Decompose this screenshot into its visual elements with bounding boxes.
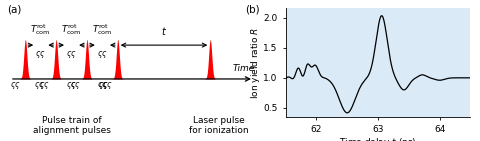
Text: $T_\mathrm{com}^\mathrm{rot}$: $T_\mathrm{com}^\mathrm{rot}$ <box>92 22 113 37</box>
Text: $\varsigma\varsigma$: $\varsigma\varsigma$ <box>10 80 21 91</box>
Text: Laser pulse
for ionization: Laser pulse for ionization <box>190 116 249 135</box>
Text: $T_\mathrm{com}^\mathrm{rot}$: $T_\mathrm{com}^\mathrm{rot}$ <box>30 22 51 37</box>
Text: $\varsigma\varsigma$: $\varsigma\varsigma$ <box>36 49 46 60</box>
Text: $\varsigma\varsigma$: $\varsigma\varsigma$ <box>102 80 113 91</box>
Text: $\varsigma\varsigma$: $\varsigma\varsigma$ <box>66 49 77 60</box>
Text: $\varsigma\varsigma$: $\varsigma\varsigma$ <box>34 80 45 91</box>
Y-axis label: Ion yield ratio $R$: Ion yield ratio $R$ <box>249 27 262 99</box>
Text: $\varsigma\varsigma$: $\varsigma\varsigma$ <box>97 49 108 60</box>
X-axis label: Time delay $t$ (ps): Time delay $t$ (ps) <box>339 136 417 141</box>
Text: $t$: $t$ <box>161 25 167 37</box>
Text: (b): (b) <box>245 4 260 14</box>
Text: $\varsigma\varsigma$: $\varsigma\varsigma$ <box>98 80 109 91</box>
Text: $\varsigma\varsigma$: $\varsigma\varsigma$ <box>66 80 77 91</box>
Text: $\varsigma\varsigma$: $\varsigma\varsigma$ <box>70 80 81 91</box>
Text: $T_\mathrm{com}^\mathrm{rot}$: $T_\mathrm{com}^\mathrm{rot}$ <box>61 22 82 37</box>
Text: $\varsigma\varsigma$: $\varsigma\varsigma$ <box>97 80 108 91</box>
Text: Time: Time <box>233 64 255 73</box>
Text: Pulse train of
alignment pulses: Pulse train of alignment pulses <box>33 116 110 135</box>
Text: $\varsigma\varsigma$: $\varsigma\varsigma$ <box>39 80 50 91</box>
Text: (a): (a) <box>7 4 22 14</box>
